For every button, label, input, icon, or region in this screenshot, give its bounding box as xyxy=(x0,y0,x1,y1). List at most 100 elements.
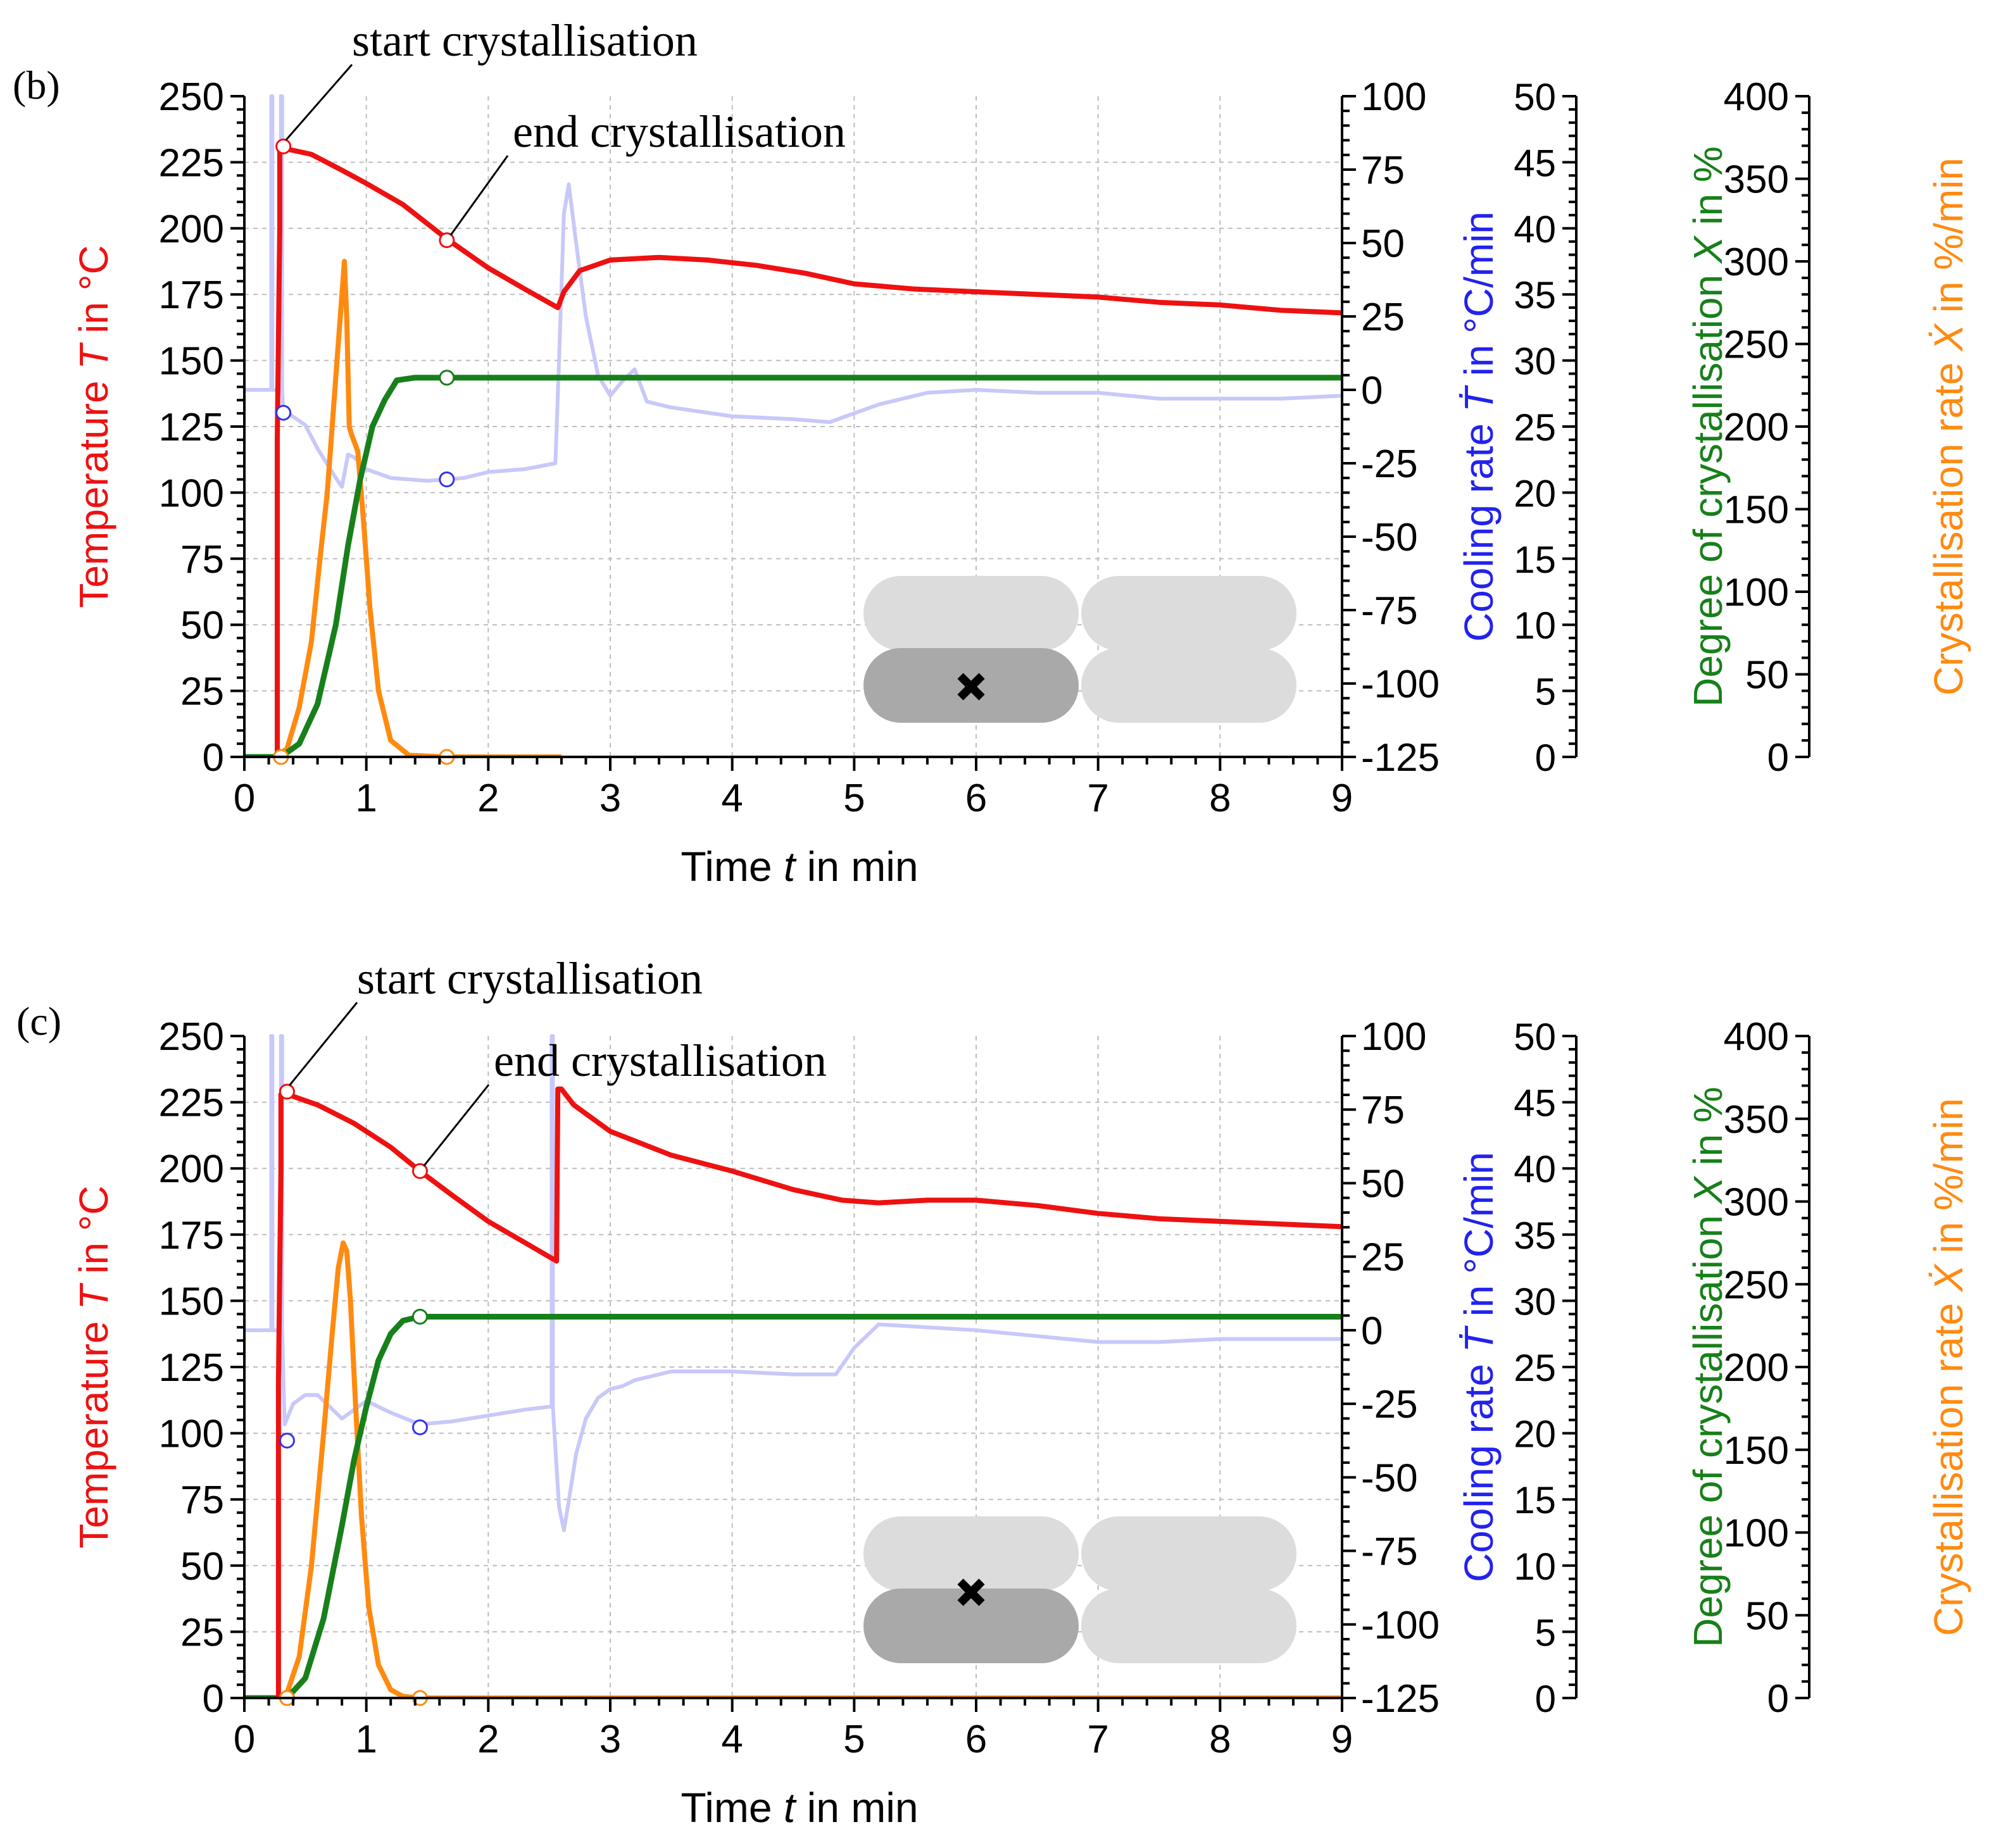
series-line-temperature xyxy=(275,1086,1342,1698)
inset-cell-top-left xyxy=(863,576,1079,651)
y-tick-label-rate: 100 xyxy=(1724,1512,1789,1556)
marker-temperature xyxy=(439,232,455,249)
y-axis-title-degree-var: X xyxy=(1685,1175,1731,1205)
y-tick-label-rate: 250 xyxy=(1724,323,1789,367)
annotation-leader-start xyxy=(289,1002,358,1086)
marker-cooling-rate xyxy=(275,404,292,421)
y-axis-title-temperature-prefix: Temperature xyxy=(71,370,116,608)
y-tick-label-temperature: 150 xyxy=(159,1280,224,1323)
x-axis-title-suffix: in min xyxy=(795,843,918,890)
y-axis-title-rate-suffix: in %/min xyxy=(1926,158,1971,324)
y-tick-label-degree: 50 xyxy=(1514,1016,1556,1058)
x-tick-label: 0 xyxy=(234,1718,255,1761)
y-tick-label-rate: 0 xyxy=(1767,1677,1789,1721)
x-tick-label: 4 xyxy=(721,1718,743,1761)
y-tick-label-rate: 0 xyxy=(1767,736,1789,780)
annotation-leader-end xyxy=(449,155,509,236)
y-tick-label-cooling: 75 xyxy=(1361,149,1405,192)
y-axis-title-rate-prefix: Crystallisation rate xyxy=(1926,351,1971,696)
y-tick-label-cooling: 100 xyxy=(1361,75,1426,119)
y-axis-title-cooling-var: Ṫ xyxy=(1456,385,1502,412)
marker-degree-of-crystallisation xyxy=(439,370,455,386)
y-axis-title-degree-var: X xyxy=(1685,235,1731,265)
y-tick-label-rate: 400 xyxy=(1724,1015,1789,1059)
x-tick-label: 5 xyxy=(843,1718,865,1761)
series-line-crystallisation-rate xyxy=(273,259,562,757)
y-axis-title-degree-prefix: Degree of crystallisation xyxy=(1685,1204,1731,1647)
cross-stroke xyxy=(957,673,985,701)
y-axis-title-cooling: Cooling rate Ṫ in °C/min xyxy=(1456,1152,1502,1582)
y-tick-label-degree: 45 xyxy=(1514,1082,1556,1125)
y-tick-label-temperature: 175 xyxy=(159,273,224,317)
y-axis-title-temperature-suffix: in °C xyxy=(71,245,116,344)
marker-temperature xyxy=(279,1083,295,1100)
x-tick-label: 1 xyxy=(355,1718,377,1761)
y-tick-label-rate: 150 xyxy=(1724,489,1789,532)
inset-cell-bottom-left-highlighted xyxy=(863,1589,1079,1663)
y-tick-label-rate: 400 xyxy=(1724,75,1789,119)
y-tick-label-cooling: 100 xyxy=(1361,1015,1426,1059)
y-axis-title-cooling-var: Ṫ xyxy=(1456,1325,1502,1352)
y-axis-title-rate-var: Ẋ xyxy=(1926,323,1971,353)
y-tick-label-rate: 200 xyxy=(1724,406,1789,449)
x-tick-label: 6 xyxy=(965,777,987,820)
y-axis-title-temperature-prefix: Temperature xyxy=(71,1310,116,1549)
measurement-point-icon xyxy=(957,673,985,701)
x-tick-label: 5 xyxy=(843,777,865,820)
y-tick-label-degree: 10 xyxy=(1514,604,1556,647)
annotation-end-crystallisation: end crystallisation xyxy=(513,106,846,157)
y-tick-label-degree: 35 xyxy=(1514,274,1556,316)
y-tick-label-cooling: -125 xyxy=(1361,736,1440,780)
x-tick-label: 2 xyxy=(477,777,499,820)
y-axis-title-cooling: Cooling rate Ṫ in °C/min xyxy=(1456,211,1502,642)
annotation-end-crystallisation: end crystallisation xyxy=(494,1035,827,1086)
x-tick-label: 9 xyxy=(1331,777,1353,820)
y-tick-label-degree: 10 xyxy=(1514,1545,1556,1588)
y-tick-label-rate: 350 xyxy=(1724,1098,1789,1142)
x-tick-label: 3 xyxy=(599,777,621,820)
annotation-leader-start xyxy=(285,64,353,141)
y-tick-label-cooling: 0 xyxy=(1361,1309,1383,1353)
y-axis-title-cooling-prefix: Cooling rate xyxy=(1456,1352,1502,1582)
series-line-temperature xyxy=(275,146,1342,757)
y-axis-title-temperature: Temperature T in °C xyxy=(71,1185,116,1548)
y-tick-label-degree: 20 xyxy=(1514,472,1556,515)
y-axis-title-temperature: Temperature T in °C xyxy=(71,245,116,608)
y-axis-title-degree-suffix: in % xyxy=(1685,146,1731,236)
marker-cooling-rate xyxy=(411,1419,428,1435)
x-axis-title-var: t xyxy=(784,1784,797,1831)
y-tick-label-rate: 300 xyxy=(1724,240,1789,284)
chart-panel-b: (b) start crystallisation end crystallisat… xyxy=(13,15,1971,890)
y-tick-label-cooling: -50 xyxy=(1361,516,1418,559)
y-tick-label-degree: 15 xyxy=(1514,1479,1556,1521)
y-tick-label-cooling: 0 xyxy=(1361,369,1383,413)
y-tick-label-cooling: -125 xyxy=(1361,1677,1440,1721)
x-tick-label: 8 xyxy=(1209,1718,1231,1761)
cross-stroke xyxy=(957,1578,985,1606)
y-tick-label-degree: 45 xyxy=(1514,142,1556,184)
y-axis-title-temperature-suffix: in °C xyxy=(71,1185,116,1285)
y-tick-label-temperature: 175 xyxy=(159,1214,224,1258)
y-axis-title-rate: Crystallisation rate Ẋ in %/min xyxy=(1926,1098,1971,1636)
y-tick-label-rate: 200 xyxy=(1724,1346,1789,1390)
x-axis-title-var: t xyxy=(784,843,797,890)
y-tick-label-degree: 0 xyxy=(1535,737,1556,779)
x-tick-label: 3 xyxy=(599,1718,621,1761)
y-tick-label-temperature: 75 xyxy=(180,538,224,582)
y-tick-label-cooling: -75 xyxy=(1361,1530,1418,1574)
panel-label: (c) xyxy=(16,999,61,1044)
x-axis-title-suffix: in min xyxy=(795,1784,918,1831)
y-axis-title-cooling-suffix: in °C/min xyxy=(1456,1152,1502,1328)
y-tick-label-cooling: 50 xyxy=(1361,1162,1405,1206)
y-tick-label-degree: 30 xyxy=(1514,340,1556,383)
y-tick-label-temperature: 0 xyxy=(203,736,224,780)
y-tick-label-temperature: 150 xyxy=(159,340,224,384)
x-tick-label: 0 xyxy=(234,777,255,820)
x-tick-label: 8 xyxy=(1209,777,1231,820)
panel-label: (b) xyxy=(13,63,60,108)
marker-cooling-rate xyxy=(439,471,455,488)
marker-temperature xyxy=(411,1163,428,1179)
inset-cell-bottom-right xyxy=(1081,1589,1296,1663)
y-tick-label-cooling: 25 xyxy=(1361,296,1405,339)
y-tick-label-degree: 15 xyxy=(1514,539,1556,581)
